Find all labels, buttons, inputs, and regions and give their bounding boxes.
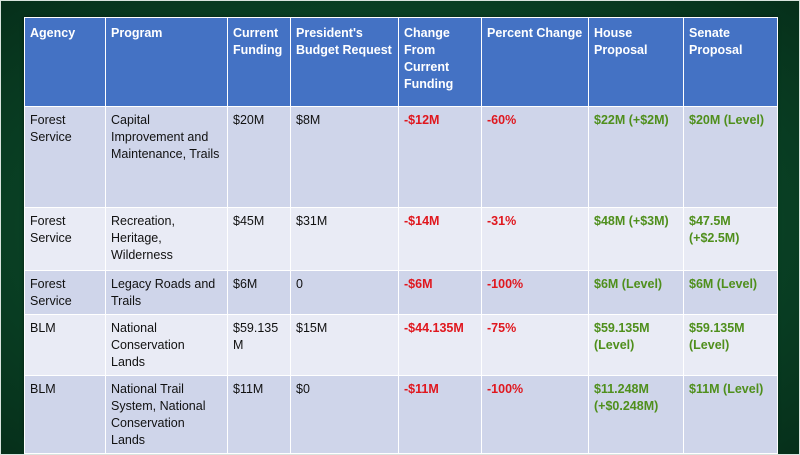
cell-percent-change: -60%	[481, 106, 589, 208]
cell-senate-proposal: $59.135M (Level)	[683, 314, 778, 376]
cell-budget-request: $15M	[290, 314, 399, 376]
cell-house-proposal: $11.248M (+$0.248M)	[588, 375, 684, 454]
table-row: Forest Service Recreation, Heritage, Wil…	[24, 207, 778, 271]
cell-house-proposal: $48M (+$3M)	[588, 207, 684, 271]
cell-change: -$12M	[398, 106, 482, 208]
header-house-proposal: House Proposal	[588, 17, 684, 107]
cell-change: -$11M	[398, 375, 482, 454]
cell-agency: BLM	[24, 314, 106, 376]
cell-program: Capital Improvement and Maintenance, Tra…	[105, 106, 228, 208]
header-row: Agency Program Current Funding President…	[24, 17, 778, 107]
cell-budget-request: 0	[290, 270, 399, 315]
funding-table: Agency Program Current Funding President…	[24, 17, 778, 454]
cell-budget-request: $31M	[290, 207, 399, 271]
cell-program: National Trail System, National Conserva…	[105, 375, 228, 454]
header-agency: Agency	[24, 17, 106, 107]
cell-percent-change: -75%	[481, 314, 589, 376]
cell-agency: BLM	[24, 375, 106, 454]
cell-senate-proposal: $20M (Level)	[683, 106, 778, 208]
cell-percent-change: -100%	[481, 375, 589, 454]
cell-senate-proposal: $11M (Level)	[683, 375, 778, 454]
header-program: Program	[105, 17, 228, 107]
cell-current-funding: $20M	[227, 106, 291, 208]
header-senate-proposal: Senate Proposal	[683, 17, 778, 107]
cell-agency: Forest Service	[24, 106, 106, 208]
cell-senate-proposal: $6M (Level)	[683, 270, 778, 315]
cell-budget-request: $0	[290, 375, 399, 454]
header-budget-request: President's Budget Request	[290, 17, 399, 107]
cell-change: -$44.135M	[398, 314, 482, 376]
cell-budget-request: $8M	[290, 106, 399, 208]
cell-current-funding: $6M	[227, 270, 291, 315]
header-change: Change From Current Funding	[398, 17, 482, 107]
funding-table-container: Agency Program Current Funding President…	[24, 17, 778, 454]
cell-program: Recreation, Heritage, Wilderness	[105, 207, 228, 271]
cell-agency: Forest Service	[24, 270, 106, 315]
cell-program: Legacy Roads and Trails	[105, 270, 228, 315]
cell-house-proposal: $59.135M (Level)	[588, 314, 684, 376]
table-row: BLM National Trail System, National Cons…	[24, 375, 778, 454]
table-row: BLM National Conservation Lands $59.135 …	[24, 314, 778, 376]
header-percent-change: Percent Change	[481, 17, 589, 107]
table-row: Forest Service Capital Improvement and M…	[24, 106, 778, 208]
cell-current-funding: $59.135 M	[227, 314, 291, 376]
table-row: Forest Service Legacy Roads and Trails $…	[24, 270, 778, 315]
cell-current-funding: $11M	[227, 375, 291, 454]
cell-change: -$6M	[398, 270, 482, 315]
cell-house-proposal: $22M (+$2M)	[588, 106, 684, 208]
cell-change: -$14M	[398, 207, 482, 271]
cell-agency: Forest Service	[24, 207, 106, 271]
cell-senate-proposal: $47.5M (+$2.5M)	[683, 207, 778, 271]
cell-percent-change: -100%	[481, 270, 589, 315]
cell-program: National Conservation Lands	[105, 314, 228, 376]
cell-current-funding: $45M	[227, 207, 291, 271]
cell-house-proposal: $6M (Level)	[588, 270, 684, 315]
header-current-funding: Current Funding	[227, 17, 291, 107]
cell-percent-change: -31%	[481, 207, 589, 271]
